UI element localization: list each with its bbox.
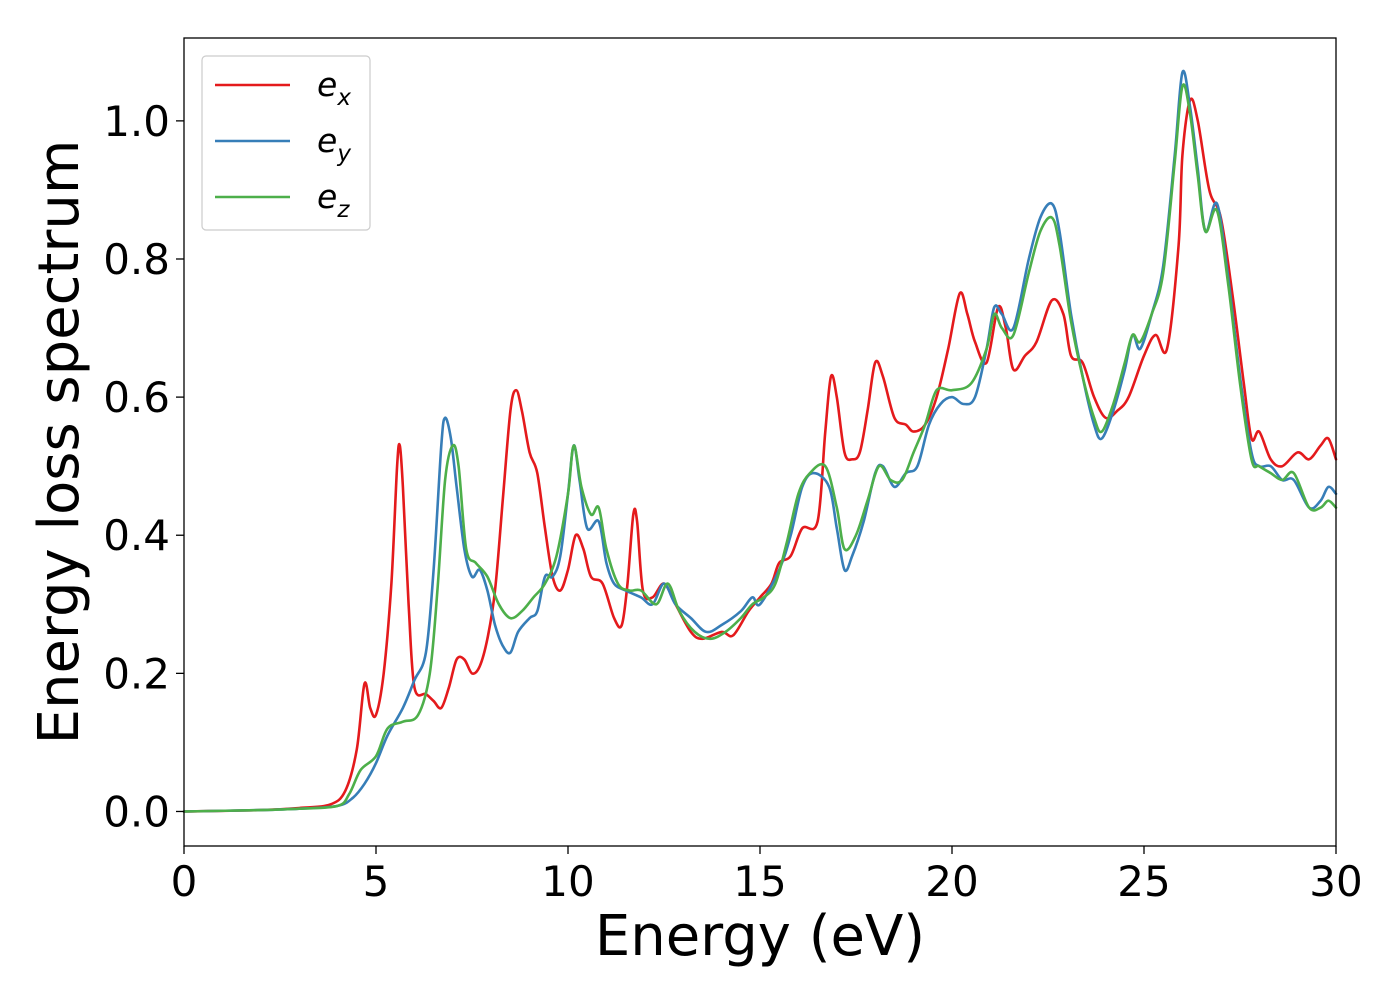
y-tick-label: 0.4: [103, 511, 170, 560]
legend-label-e-z: ez: [317, 177, 350, 223]
legend-label-e-y: ey: [317, 121, 351, 167]
x-axis-title: Energy (eV): [595, 904, 925, 969]
y-axis-title: Energy loss spectrum: [27, 140, 92, 745]
x-tick-label: 5: [363, 857, 390, 906]
x-tick-label: 15: [733, 857, 786, 906]
series-line-e-z: [182, 83, 1338, 813]
y-tick-label: 0.0: [103, 787, 170, 836]
legend-label-e-x: ex: [317, 65, 351, 111]
x-tick-label: 10: [541, 857, 594, 906]
legend-frame: [201, 55, 371, 231]
y-axis: 0.0 0.2 0.4 0.6 0.8 1.0: [103, 97, 184, 836]
y-tick-label: 0.6: [103, 373, 170, 422]
y-tick-label: 0.8: [103, 235, 170, 284]
legend: ex ey ez: [201, 55, 371, 231]
x-tick-label: 0: [171, 857, 198, 906]
series-layer: [182, 69, 1338, 813]
y-tick-label: 0.2: [103, 649, 170, 698]
x-axis: 0 5 10 15 20 25 30: [171, 846, 1363, 906]
y-tick-label: 1.0: [103, 97, 170, 146]
x-tick-label: 25: [1117, 857, 1170, 906]
x-tick-label: 20: [925, 857, 978, 906]
x-tick-label: 30: [1309, 857, 1362, 906]
